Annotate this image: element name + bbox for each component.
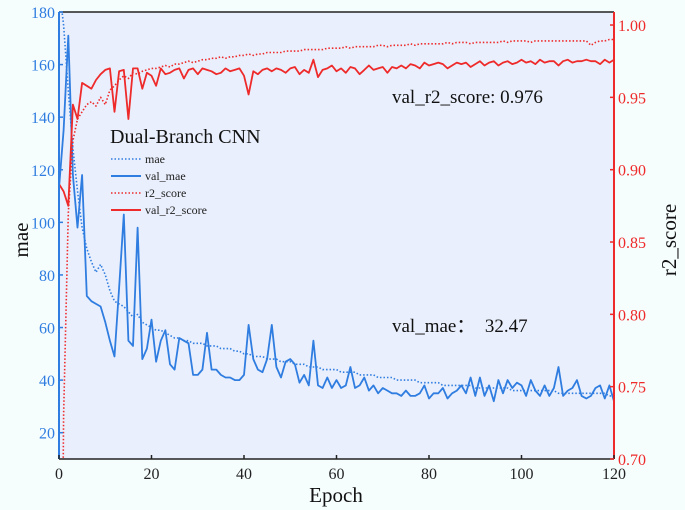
plot-area [59,12,614,459]
y-left-tick-label: 120 [31,163,55,180]
ticks-layer: 0 20 40 60 80 100 120 20 40 60 80 100 120 140 160 180 0.… [31,5,646,483]
y-right-tick-label: 0.75 [618,380,646,397]
y-left-tick-label: 160 [31,58,55,75]
legend-mae-label: mae [145,152,165,166]
y-axis-left-label: mae [9,223,33,258]
y-right-tick-label: 0.95 [618,90,646,107]
mae-line [61,12,614,397]
y-right-tick-label: 1.00 [618,18,646,35]
x-tick-label: 100 [510,466,534,483]
y-axis-right-label: r2_score [657,204,681,276]
y-left-tick-label: 20 [39,426,55,443]
x-tick-label: 120 [602,466,626,483]
val-r2-score-line [59,58,614,207]
legend: Dual-Branch CNN mae val_mae r2_score val… [110,126,261,217]
x-tick-label: 0 [55,466,63,483]
val-mae-annotation: val_mae： 32.47 [392,316,528,337]
x-tick-label: 20 [144,466,160,483]
x-axis-label: Epoch [309,483,363,507]
y-left-tick-label: 180 [31,5,55,22]
y-left-tick-label: 60 [39,321,55,338]
y-left-tick-label: 100 [31,215,55,232]
y-left-tick-label: 140 [31,110,55,127]
x-tick-label: 40 [236,466,252,483]
y-left-tick-label: 40 [39,373,55,390]
legend-r2-score-label: r2_score [145,186,186,200]
series-layer [59,12,614,459]
r2-score-line [62,38,614,459]
legend-title: Dual-Branch CNN [110,126,261,148]
legend-val-mae-label: val_mae [145,169,186,183]
y-right-tick-label: 0.90 [618,163,646,180]
val-mae-line [59,34,614,403]
y-right-tick-label: 0.85 [618,235,646,252]
x-tick-label: 60 [329,466,345,483]
legend-val-r2-score-label: val_r2_score [145,203,207,217]
y-right-tick-label: 0.70 [618,452,646,469]
x-tick-label: 80 [421,466,437,483]
y-right-tick-label: 0.80 [618,307,646,324]
y-left-tick-label: 80 [39,268,55,285]
val-r2-score-annotation: val_r2_score: 0.976 [392,87,543,108]
